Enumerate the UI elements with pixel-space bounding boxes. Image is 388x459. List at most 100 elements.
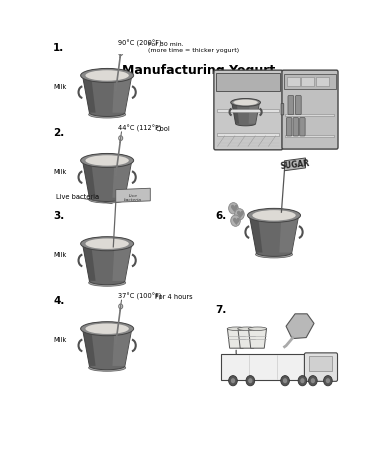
FancyBboxPatch shape xyxy=(216,73,281,92)
Ellipse shape xyxy=(88,280,126,286)
Polygon shape xyxy=(232,103,239,124)
Text: 6.: 6. xyxy=(215,211,227,221)
Ellipse shape xyxy=(88,196,126,204)
Polygon shape xyxy=(83,323,132,370)
Text: For 30 min.
(more time = thicker yogurt): For 30 min. (more time = thicker yogurt) xyxy=(148,42,239,53)
Text: Milk: Milk xyxy=(53,252,66,257)
Ellipse shape xyxy=(252,211,296,221)
FancyBboxPatch shape xyxy=(301,78,314,87)
Ellipse shape xyxy=(85,72,129,82)
Ellipse shape xyxy=(85,157,129,167)
Ellipse shape xyxy=(252,211,296,222)
Polygon shape xyxy=(116,189,150,203)
Circle shape xyxy=(229,376,237,386)
Circle shape xyxy=(311,378,315,383)
Circle shape xyxy=(324,376,332,386)
FancyBboxPatch shape xyxy=(287,78,300,87)
Text: 5.: 5. xyxy=(215,67,227,78)
FancyBboxPatch shape xyxy=(316,78,329,87)
Text: ♥: ♥ xyxy=(235,210,244,220)
Circle shape xyxy=(281,376,289,386)
FancyBboxPatch shape xyxy=(217,134,279,137)
Circle shape xyxy=(231,216,240,227)
Circle shape xyxy=(231,378,235,383)
Text: SUGAR: SUGAR xyxy=(280,158,310,170)
Circle shape xyxy=(308,376,317,386)
Ellipse shape xyxy=(234,101,258,106)
Polygon shape xyxy=(238,329,256,348)
Text: 44°C (112°F): 44°C (112°F) xyxy=(118,124,162,132)
FancyBboxPatch shape xyxy=(296,96,301,115)
Polygon shape xyxy=(83,155,132,202)
Circle shape xyxy=(283,378,287,383)
Text: 7.: 7. xyxy=(215,304,227,314)
FancyBboxPatch shape xyxy=(309,357,332,371)
Ellipse shape xyxy=(248,327,267,331)
Ellipse shape xyxy=(88,364,126,371)
Ellipse shape xyxy=(85,240,129,250)
Ellipse shape xyxy=(256,252,293,258)
Circle shape xyxy=(235,209,244,220)
Polygon shape xyxy=(113,244,132,281)
Circle shape xyxy=(248,378,253,383)
Text: Cool: Cool xyxy=(155,126,170,132)
Polygon shape xyxy=(113,76,132,113)
Text: Manufacturing Yogurt: Manufacturing Yogurt xyxy=(122,64,275,77)
Ellipse shape xyxy=(81,237,133,251)
Polygon shape xyxy=(83,161,95,198)
Circle shape xyxy=(229,203,238,214)
FancyBboxPatch shape xyxy=(293,118,298,137)
Circle shape xyxy=(300,378,305,383)
Ellipse shape xyxy=(81,154,133,168)
FancyBboxPatch shape xyxy=(285,115,334,117)
FancyBboxPatch shape xyxy=(284,75,336,90)
Polygon shape xyxy=(83,238,132,285)
Ellipse shape xyxy=(85,156,129,166)
Circle shape xyxy=(246,376,255,386)
Text: bacteria: bacteria xyxy=(124,197,142,202)
Ellipse shape xyxy=(248,209,301,223)
Ellipse shape xyxy=(81,322,133,336)
Polygon shape xyxy=(113,329,132,366)
Polygon shape xyxy=(232,100,260,127)
Ellipse shape xyxy=(227,327,246,331)
FancyBboxPatch shape xyxy=(305,353,338,381)
Text: Live: Live xyxy=(128,194,138,198)
FancyBboxPatch shape xyxy=(214,71,282,151)
Polygon shape xyxy=(249,103,260,124)
Text: 4.: 4. xyxy=(53,296,64,305)
Ellipse shape xyxy=(85,325,129,335)
Polygon shape xyxy=(83,329,95,366)
Polygon shape xyxy=(248,329,267,348)
Text: Milk: Milk xyxy=(53,168,66,174)
Polygon shape xyxy=(279,216,299,253)
Text: Milk: Milk xyxy=(53,84,66,90)
Circle shape xyxy=(326,378,330,383)
Text: Live bacteria: Live bacteria xyxy=(56,193,99,200)
FancyBboxPatch shape xyxy=(217,110,279,112)
Ellipse shape xyxy=(235,123,256,128)
Ellipse shape xyxy=(85,71,129,82)
Polygon shape xyxy=(83,76,95,113)
FancyBboxPatch shape xyxy=(288,96,294,115)
Polygon shape xyxy=(83,244,95,281)
Text: 37°C (100°F): 37°C (100°F) xyxy=(118,292,162,300)
Ellipse shape xyxy=(88,112,126,119)
Ellipse shape xyxy=(231,99,260,107)
Polygon shape xyxy=(249,216,263,253)
FancyBboxPatch shape xyxy=(285,136,334,138)
FancyBboxPatch shape xyxy=(300,118,305,137)
Text: Milk: Milk xyxy=(53,336,66,342)
Ellipse shape xyxy=(85,239,129,249)
Circle shape xyxy=(298,376,307,386)
Text: 3.: 3. xyxy=(53,211,64,220)
Polygon shape xyxy=(227,329,246,348)
Text: For 4 hours: For 4 hours xyxy=(155,293,193,300)
Text: ♥: ♥ xyxy=(231,216,240,226)
FancyBboxPatch shape xyxy=(221,354,305,380)
Ellipse shape xyxy=(238,327,256,331)
FancyBboxPatch shape xyxy=(286,118,292,137)
FancyBboxPatch shape xyxy=(281,104,284,116)
Polygon shape xyxy=(286,314,314,339)
Polygon shape xyxy=(249,209,299,257)
